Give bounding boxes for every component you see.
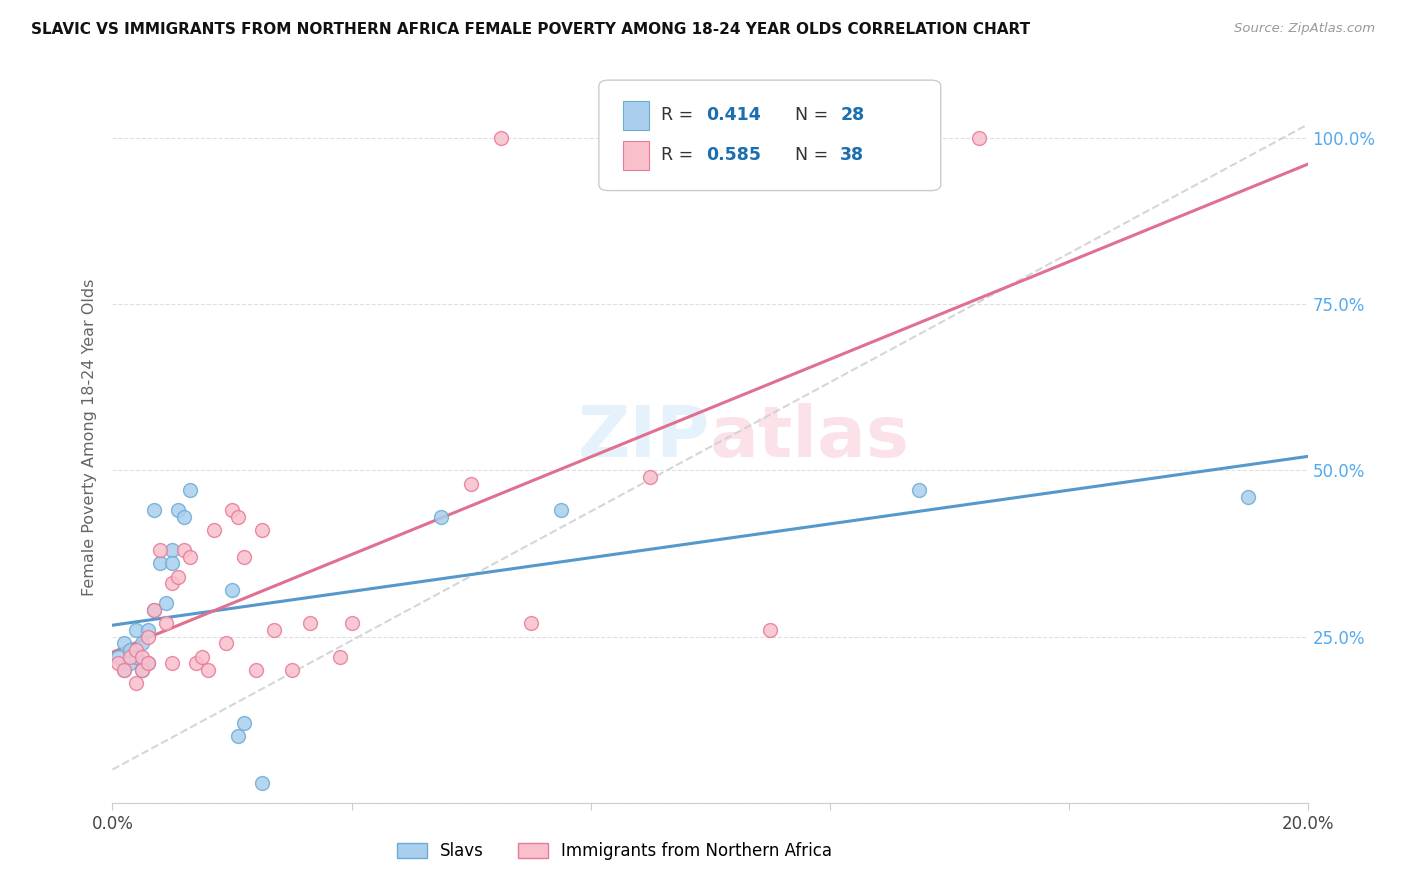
Text: N =: N =: [794, 106, 834, 124]
Text: atlas: atlas: [710, 402, 910, 472]
Point: [167, 570, 190, 584]
Point: [155, 616, 177, 631]
Point: [550, 503, 572, 517]
FancyBboxPatch shape: [623, 101, 650, 130]
FancyBboxPatch shape: [599, 80, 941, 191]
Point: [233, 549, 256, 564]
Point: [298, 616, 321, 631]
Point: [908, 483, 931, 498]
Point: [143, 503, 166, 517]
Text: 38: 38: [841, 146, 865, 164]
FancyBboxPatch shape: [623, 141, 650, 170]
Point: [197, 663, 219, 677]
Point: [1237, 490, 1260, 504]
Text: Source: ZipAtlas.com: Source: ZipAtlas.com: [1234, 22, 1375, 36]
Text: N =: N =: [794, 146, 834, 164]
Point: [162, 656, 183, 670]
Point: [149, 557, 172, 571]
Point: [186, 656, 208, 670]
Text: 0.585: 0.585: [706, 146, 762, 164]
Point: [143, 603, 166, 617]
Text: 0.414: 0.414: [706, 106, 761, 124]
Text: ZIP: ZIP: [578, 402, 710, 472]
Point: [215, 636, 238, 650]
Point: [107, 649, 129, 664]
Point: [125, 676, 148, 690]
Point: [155, 596, 177, 610]
Point: [131, 663, 153, 677]
Point: [329, 649, 352, 664]
Point: [120, 656, 142, 670]
Point: [281, 663, 304, 677]
Point: [149, 543, 172, 558]
Point: [263, 623, 285, 637]
Point: [138, 656, 160, 670]
Point: [120, 649, 142, 664]
Point: [430, 509, 453, 524]
Point: [221, 582, 243, 597]
Y-axis label: Female Poverty Among 18-24 Year Olds: Female Poverty Among 18-24 Year Olds: [82, 278, 97, 596]
Point: [245, 663, 267, 677]
Point: [162, 557, 183, 571]
Point: [250, 523, 273, 537]
Point: [143, 603, 166, 617]
Point: [250, 776, 273, 790]
Point: [202, 523, 225, 537]
Point: [114, 663, 135, 677]
Point: [967, 131, 990, 145]
Point: [489, 131, 512, 145]
Text: R =: R =: [661, 146, 699, 164]
Point: [340, 616, 363, 631]
Point: [125, 623, 148, 637]
Point: [167, 503, 190, 517]
Text: R =: R =: [661, 106, 699, 124]
Point: [131, 649, 153, 664]
Point: [520, 616, 543, 631]
Point: [179, 483, 201, 498]
Text: SLAVIC VS IMMIGRANTS FROM NORTHERN AFRICA FEMALE POVERTY AMONG 18-24 YEAR OLDS C: SLAVIC VS IMMIGRANTS FROM NORTHERN AFRIC…: [31, 22, 1031, 37]
Point: [226, 729, 249, 743]
Point: [173, 509, 195, 524]
Point: [162, 576, 183, 591]
Point: [191, 649, 214, 664]
Point: [125, 649, 148, 664]
Point: [226, 509, 249, 524]
Point: [759, 623, 782, 637]
Point: [120, 643, 142, 657]
Point: [640, 470, 662, 484]
Point: [162, 543, 183, 558]
Point: [131, 636, 153, 650]
Point: [114, 663, 135, 677]
Point: [221, 503, 243, 517]
Point: [138, 623, 160, 637]
Point: [114, 636, 135, 650]
Point: [173, 543, 195, 558]
Point: [179, 549, 201, 564]
Point: [107, 656, 129, 670]
Point: [233, 716, 256, 731]
Point: [138, 656, 160, 670]
Point: [138, 630, 160, 644]
Text: 28: 28: [841, 106, 865, 124]
Legend: Slavs, Immigrants from Northern Africa: Slavs, Immigrants from Northern Africa: [396, 842, 832, 860]
Point: [125, 643, 148, 657]
Point: [131, 663, 153, 677]
Point: [460, 476, 482, 491]
